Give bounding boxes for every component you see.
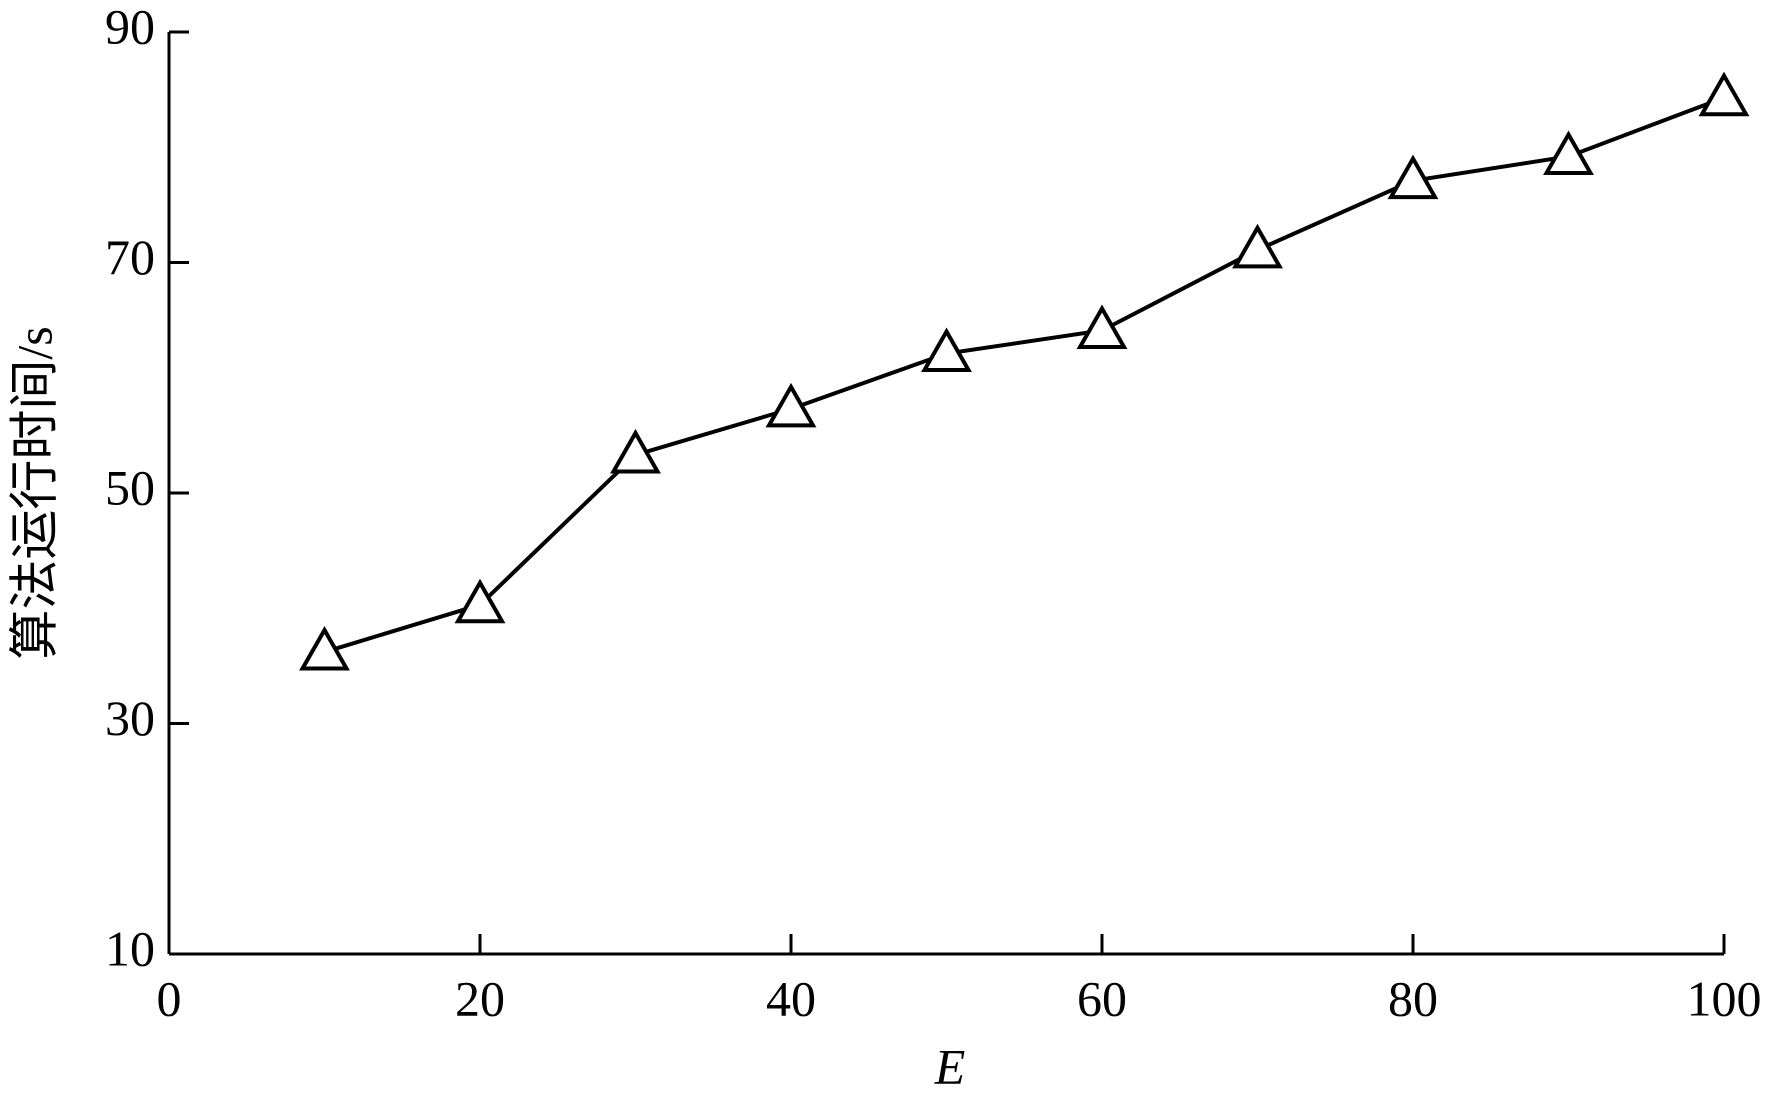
- marker: [921, 327, 972, 373]
- y-tick-label: 90: [105, 0, 155, 54]
- marker: [1543, 130, 1594, 175]
- x-axis-label: E: [934, 1038, 966, 1094]
- y-tick-label: 50: [105, 459, 155, 515]
- y-tick-label: 30: [105, 690, 155, 746]
- marker: [299, 626, 350, 671]
- y-axis-label: 算法运行时间/s: [6, 326, 62, 659]
- marker: [1076, 304, 1128, 349]
- x-tick-label: 20: [455, 970, 505, 1026]
- x-tick-label: 80: [1388, 970, 1438, 1026]
- y-tick-label: 70: [105, 229, 155, 285]
- marker: [610, 428, 661, 474]
- x-tick-label: 60: [1077, 970, 1127, 1026]
- x-tick-label: 0: [157, 970, 182, 1026]
- marker: [765, 382, 817, 428]
- marker: [454, 578, 506, 624]
- marker: [1698, 71, 1750, 117]
- x-tick-label: 100: [1687, 970, 1762, 1026]
- marker: [1387, 154, 1439, 200]
- y-tick-label: 10: [105, 920, 155, 976]
- x-tick-label: 40: [766, 970, 816, 1026]
- marker: [1232, 223, 1283, 269]
- line: [323, 95, 1725, 654]
